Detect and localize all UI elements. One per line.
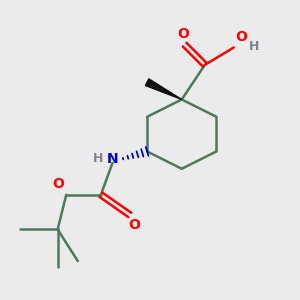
- Text: H: H: [93, 152, 103, 165]
- Text: O: O: [52, 177, 64, 191]
- Polygon shape: [146, 79, 182, 100]
- Text: O: O: [128, 218, 140, 232]
- Text: N: N: [107, 152, 118, 166]
- Text: O: O: [177, 27, 189, 41]
- Text: H: H: [249, 40, 259, 53]
- Text: O: O: [235, 30, 247, 44]
